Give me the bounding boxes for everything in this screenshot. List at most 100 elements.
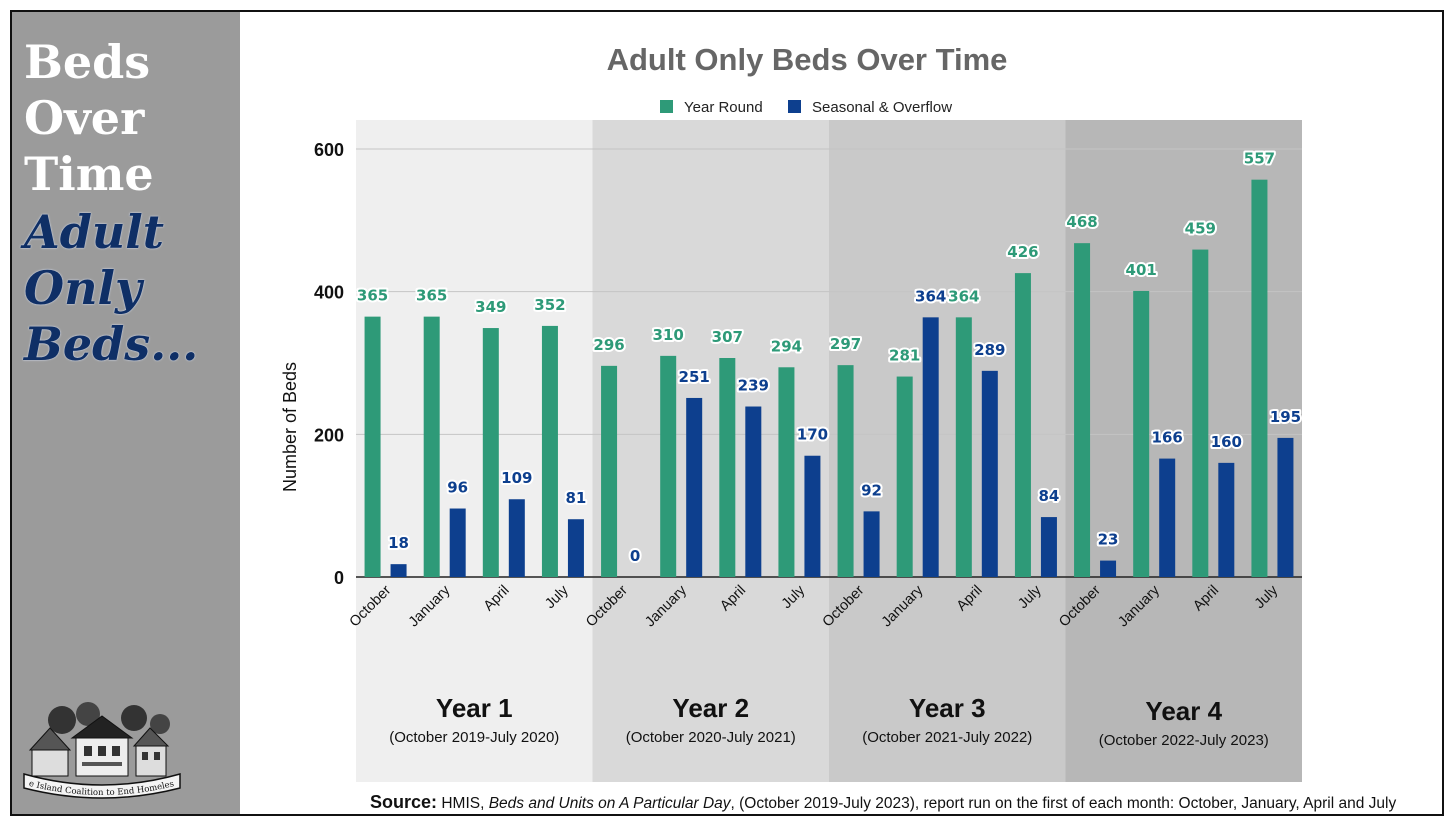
- bar-seasonal-overflow: [863, 511, 880, 577]
- data-label: 296: [593, 336, 624, 354]
- bar-year-round: [778, 367, 795, 577]
- bar-year-round: [1133, 290, 1150, 577]
- data-label: 195: [1270, 408, 1301, 426]
- data-label: 166: [1152, 429, 1183, 447]
- bar-seasonal-overflow: [922, 317, 939, 577]
- year-group-range: (October 2019-July 2020): [389, 729, 559, 746]
- data-label: 81: [566, 489, 587, 507]
- data-label: 251: [679, 368, 710, 386]
- year-group-label: Year 4: [1145, 696, 1222, 726]
- data-label: 401: [1126, 261, 1157, 279]
- bar-seasonal-overflow: [1159, 458, 1176, 577]
- data-label: 557: [1244, 150, 1275, 168]
- year-group-label: Year 2: [672, 693, 749, 723]
- data-label: 310: [653, 326, 684, 344]
- bars: [364, 179, 1294, 577]
- bar-seasonal-overflow: [449, 508, 466, 577]
- data-label: 23: [1098, 531, 1119, 549]
- data-label: 294: [771, 337, 802, 355]
- bar-year-round: [423, 316, 440, 577]
- data-label: 0: [630, 547, 640, 565]
- bar-seasonal-overflow: [804, 455, 821, 577]
- bar-seasonal-overflow: [745, 406, 762, 577]
- legend-swatch-year-round: [660, 100, 673, 113]
- coalition-logo: Rhode Island Coalition to End Homelessne…: [22, 700, 181, 799]
- bar-year-round: [1014, 273, 1031, 577]
- year-group-range: (October 2020-July 2021): [626, 729, 796, 746]
- bar-seasonal-overflow: [981, 370, 998, 577]
- bar-year-round: [660, 355, 677, 577]
- data-label: 170: [797, 426, 828, 444]
- sidebar-subtitle-word: Adult: [24, 205, 165, 259]
- value-labels: 365 18 365 96 349 109 352 81 296 0 310 251 307 239 294…: [355, 148, 1303, 567]
- source-title: Beds and Units on A Particular Day: [488, 795, 731, 812]
- bar-year-round: [482, 328, 499, 577]
- data-label: 84: [1039, 487, 1060, 505]
- bar-year-round: [1251, 179, 1268, 577]
- bar-seasonal-overflow: [390, 564, 407, 577]
- bar-seasonal-overflow: [1100, 560, 1117, 577]
- bar-year-round: [1074, 243, 1091, 577]
- sidebar-subtitle-word: Beds...: [24, 317, 199, 371]
- slide-frame: Beds Over Time Adult Only Beds...: [10, 10, 1444, 816]
- y-tick-label: 600: [314, 140, 344, 160]
- bar-seasonal-overflow: [1040, 517, 1057, 577]
- chart-title: Adult Only Beds Over Time: [607, 42, 1008, 77]
- source-label: Source:: [370, 792, 438, 812]
- bar-seasonal-overflow: [686, 397, 703, 577]
- data-label: 365: [357, 287, 388, 305]
- legend: Year Round Seasonal & Overflow: [660, 99, 952, 116]
- legend-label: Year Round: [684, 99, 763, 116]
- bar-year-round: [719, 358, 736, 577]
- y-axis-label: Number of Beds: [280, 362, 300, 492]
- data-label: 289: [974, 341, 1005, 359]
- y-tick-label: 0: [334, 568, 344, 588]
- source-prefix: HMIS,: [441, 795, 485, 812]
- data-label: 92: [861, 481, 882, 499]
- year-group-label: Year 1: [436, 693, 513, 723]
- data-label: 96: [447, 479, 468, 497]
- year-group-range: (October 2022-July 2023): [1099, 732, 1269, 749]
- bar-year-round: [896, 376, 913, 577]
- bar-seasonal-overflow: [567, 519, 584, 577]
- bar-year-round: [601, 365, 618, 577]
- data-label: 426: [1007, 243, 1038, 261]
- bar-year-round: [364, 316, 381, 577]
- data-label: 109: [501, 469, 532, 487]
- data-label: 307: [712, 328, 743, 346]
- sidebar-title-word: Beds: [24, 35, 151, 89]
- data-label: 18: [388, 534, 409, 552]
- bar-seasonal-overflow: [1218, 462, 1235, 577]
- source-suffix: , (October 2019-July 2023), report run o…: [730, 795, 1397, 812]
- sidebar-subtitle-word: Only: [24, 261, 142, 315]
- data-label: 468: [1066, 213, 1097, 231]
- data-label: 459: [1185, 220, 1216, 238]
- data-label: 281: [889, 347, 920, 365]
- bar-year-round: [541, 325, 558, 577]
- data-label: 365: [416, 287, 447, 305]
- sidebar-title-word: Over: [24, 91, 145, 145]
- bar-year-round: [1192, 249, 1209, 577]
- data-label: 349: [475, 298, 506, 316]
- bar-year-round: [837, 365, 854, 577]
- data-label: 239: [738, 377, 769, 395]
- sidebar-title-word: Time: [24, 147, 154, 201]
- source-note: Source: HMIS, Beds and Units on A Partic…: [370, 792, 1396, 813]
- year-group-labels: Year 1 (October 2019-July 2020) Year 2 (Oct…: [389, 693, 1269, 749]
- y-tick-label: 200: [314, 425, 344, 445]
- legend-swatch-seasonal: [788, 100, 801, 113]
- bar-seasonal-overflow: [1277, 437, 1294, 577]
- data-label: 364: [915, 287, 946, 305]
- year-group-range: (October 2021-July 2022): [862, 729, 1032, 746]
- data-label: 160: [1211, 433, 1242, 451]
- legend-label: Seasonal & Overflow: [812, 99, 952, 116]
- data-label: 297: [830, 335, 861, 353]
- bar-seasonal-overflow: [508, 499, 525, 577]
- sidebar: Beds Over Time Adult Only Beds...: [12, 12, 240, 814]
- data-label: 364: [948, 287, 979, 305]
- year-group-label: Year 3: [909, 693, 986, 723]
- data-label: 352: [534, 296, 565, 314]
- y-tick-labels: 0 200 400 600: [314, 140, 344, 588]
- bar-chart: 365 18 365 96 349 109 352 81 296 0 310 251 307 239 294…: [280, 42, 1303, 782]
- y-tick-label: 400: [314, 283, 344, 303]
